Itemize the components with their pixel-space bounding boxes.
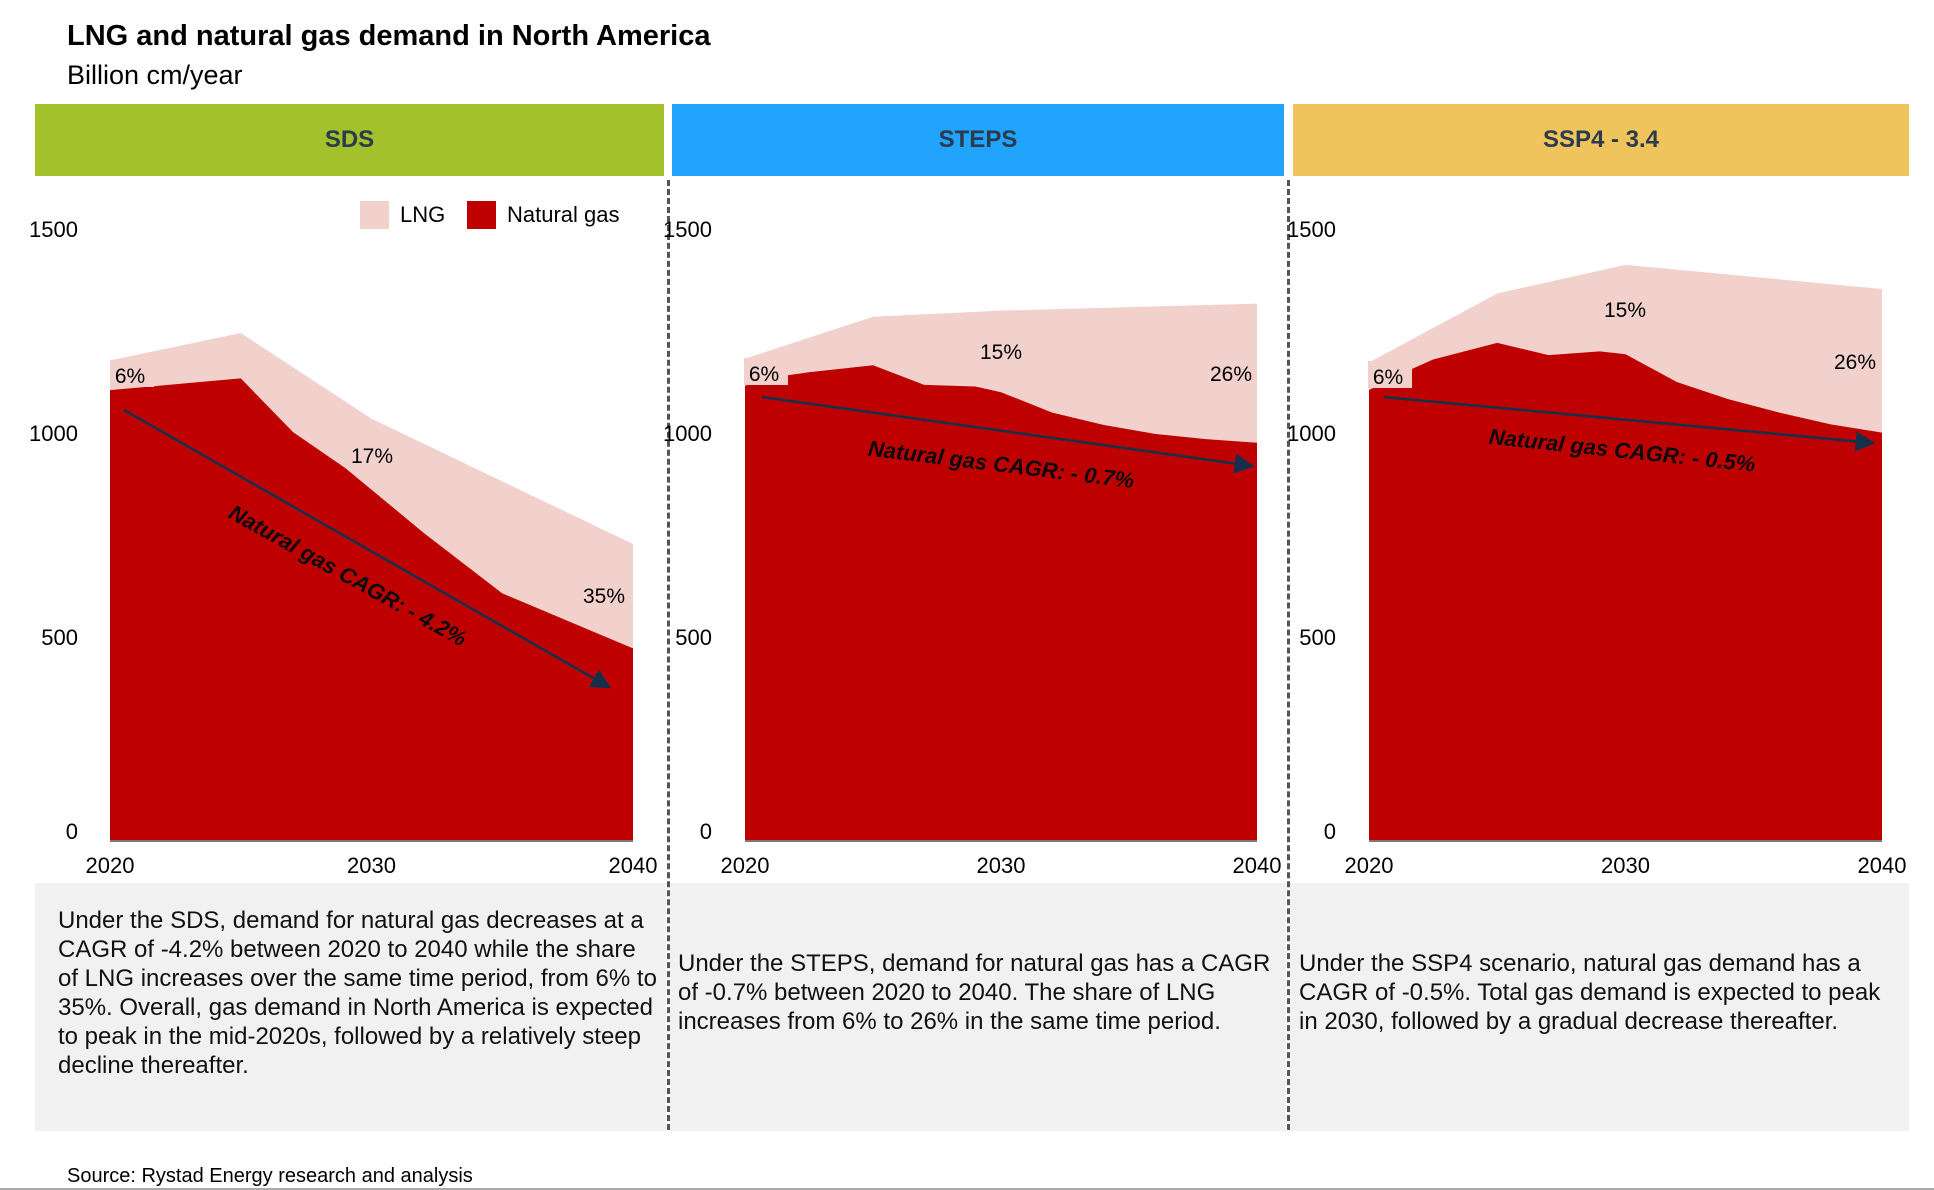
y-tick-label: 1500 xyxy=(663,217,712,242)
y-tick-label: 500 xyxy=(1299,625,1336,650)
x-tick-label: 2040 xyxy=(609,853,658,878)
natural-gas-area xyxy=(745,365,1257,841)
legend-label-lng: LNG xyxy=(400,202,446,227)
lng-share-label: 15% xyxy=(1604,299,1646,322)
y-tick-label: 1500 xyxy=(29,217,78,242)
legend-label-natural-gas: Natural gas xyxy=(507,202,620,227)
share-label-bg xyxy=(744,358,788,385)
cagr-trend-arrow xyxy=(1383,395,1876,452)
legend-swatch-lng xyxy=(360,201,389,229)
x-tick-label: 2040 xyxy=(1233,853,1282,878)
y-tick-label: 1000 xyxy=(663,421,712,446)
lng-share-label: 6% xyxy=(1373,366,1403,389)
panel-header-label: STEPS xyxy=(938,126,1018,153)
panel-header-sds: SDS xyxy=(35,104,664,176)
panel-header-ssp4: SSP4 - 3.4 xyxy=(1293,104,1909,176)
cagr-trend-arrow xyxy=(761,395,1255,474)
panel-header-label: SDS xyxy=(324,126,375,153)
lng-share-label: 26% xyxy=(1834,351,1876,374)
panel-divider xyxy=(1287,180,1290,1130)
x-tick-label: 2040 xyxy=(1858,853,1907,878)
share-label-bg xyxy=(110,360,154,387)
description-box-steps: Under the STEPS, demand for natural gas … xyxy=(670,883,1286,1131)
panel-header-steps: STEPS xyxy=(672,104,1284,176)
y-tick-label: 1500 xyxy=(1287,217,1336,242)
x-tick-label: 2020 xyxy=(721,853,770,878)
description-box-sds: Under the SDS, demand for natural gas de… xyxy=(35,883,666,1131)
x-tick-label: 2020 xyxy=(1345,853,1394,878)
natural-gas-area xyxy=(110,378,633,841)
lng-share-label: 35% xyxy=(583,585,625,608)
lng-share-label: 15% xyxy=(980,341,1022,364)
y-tick-label: 1000 xyxy=(29,421,78,446)
source-note: Source: Rystad Energy research and analy… xyxy=(67,1165,473,1187)
y-tick-label: 500 xyxy=(675,625,712,650)
lng-share-label: 6% xyxy=(115,365,145,388)
description-text: Under the SSP4 scenario, natural gas dem… xyxy=(1299,950,1881,1035)
y-tick-label: 0 xyxy=(1324,819,1336,844)
lng-share-label: 17% xyxy=(351,445,393,468)
x-tick-label: 2020 xyxy=(86,853,135,878)
chart-title: LNG and natural gas demand in North Amer… xyxy=(67,20,711,52)
cagr-trend-arrow xyxy=(123,408,612,689)
description-text: Under the STEPS, demand for natural gas … xyxy=(678,950,1271,1035)
lng-share-label: 6% xyxy=(749,363,779,386)
panel-divider xyxy=(667,180,670,1130)
chart-subtitle: Billion cm/year xyxy=(67,60,243,90)
y-tick-label: 500 xyxy=(41,625,78,650)
legend-swatch-natural-gas xyxy=(467,201,496,229)
x-tick-label: 2030 xyxy=(977,853,1026,878)
bottom-rule xyxy=(0,1188,1934,1190)
description-box-ssp4: Under the SSP4 scenario, natural gas dem… xyxy=(1290,883,1909,1131)
description-text: Under the SDS, demand for natural gas de… xyxy=(58,907,657,1079)
share-label-bg xyxy=(1368,361,1412,388)
x-tick-label: 2030 xyxy=(1601,853,1650,878)
y-tick-label: 0 xyxy=(700,819,712,844)
natural-gas-area xyxy=(1369,342,1882,841)
y-tick-label: 0 xyxy=(66,819,78,844)
x-tick-label: 2030 xyxy=(347,853,396,878)
lng-share-label: 26% xyxy=(1210,363,1252,386)
panel-header-label: SSP4 - 3.4 xyxy=(1542,126,1660,153)
y-tick-label: 1000 xyxy=(1287,421,1336,446)
